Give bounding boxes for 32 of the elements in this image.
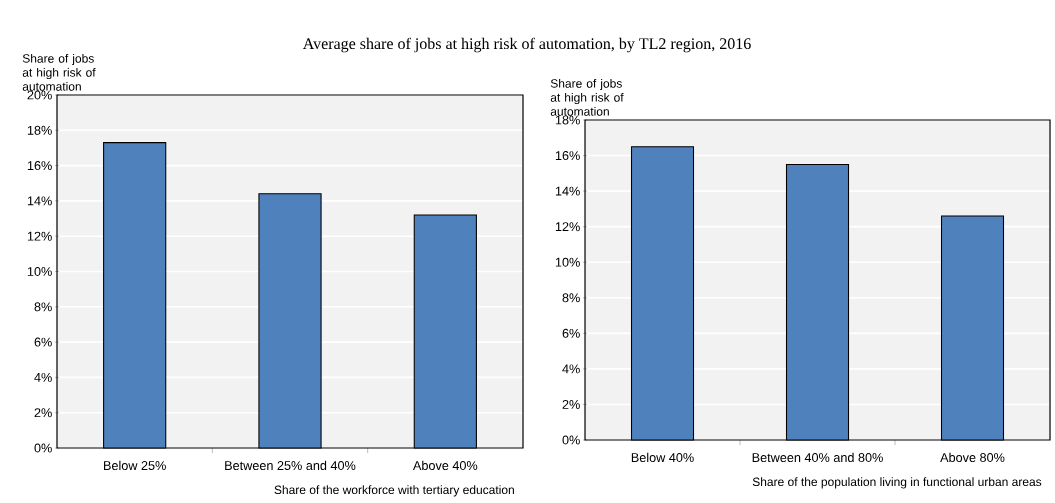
y-tick-label: 2% xyxy=(562,399,580,409)
y-tick-label: 16% xyxy=(555,151,580,161)
x-axis-title: Share of the population living in functional urban areas xyxy=(752,477,1042,489)
x-tick-label: Below 40% xyxy=(631,452,694,463)
y-tick-label: 4% xyxy=(562,364,580,374)
y-tick-label: 12% xyxy=(555,222,580,232)
y-tick-label: 14% xyxy=(555,186,580,196)
x-tick-label: Between 40% and 80% xyxy=(752,452,883,463)
y-tick-label: 6% xyxy=(562,328,580,338)
y-tick-label: 10% xyxy=(27,267,52,276)
y-tick-label: 8% xyxy=(562,293,580,303)
y-tick-label: 12% xyxy=(27,231,52,241)
y-tick-label: 6% xyxy=(34,337,52,347)
y-tick-label: 2% xyxy=(34,408,52,418)
y-tick-label: 0% xyxy=(562,435,580,445)
y-tick-label: 0% xyxy=(34,443,52,453)
y-tick-label: 4% xyxy=(34,372,52,382)
y-tick-label: 18% xyxy=(27,125,52,135)
x-tick-label: Between 25% and 40% xyxy=(225,460,356,471)
y-tick-label: 10% xyxy=(555,257,580,267)
y-tick-label: 14% xyxy=(27,196,52,206)
x-axis-title: Share of the workforce with tertiary education xyxy=(274,485,514,497)
y-axis-title: Share of jobs at high risk of automation xyxy=(550,78,624,116)
y-axis-title: Share of jobs at high risk of automation xyxy=(22,53,96,91)
chart-title: Average share of jobs at high risk of automation, by TL2 region, 2016 xyxy=(302,37,751,53)
y-tick-label: 8% xyxy=(34,302,52,312)
x-tick-label: Above 40% xyxy=(412,460,478,471)
x-tick-label: Below 25% xyxy=(104,460,166,471)
y-tick-label: 16% xyxy=(27,161,52,171)
y-tick-label: 18% xyxy=(555,115,580,125)
x-tick-label: Above 80% xyxy=(940,452,1005,463)
y-tick-label: 20% xyxy=(27,90,52,100)
